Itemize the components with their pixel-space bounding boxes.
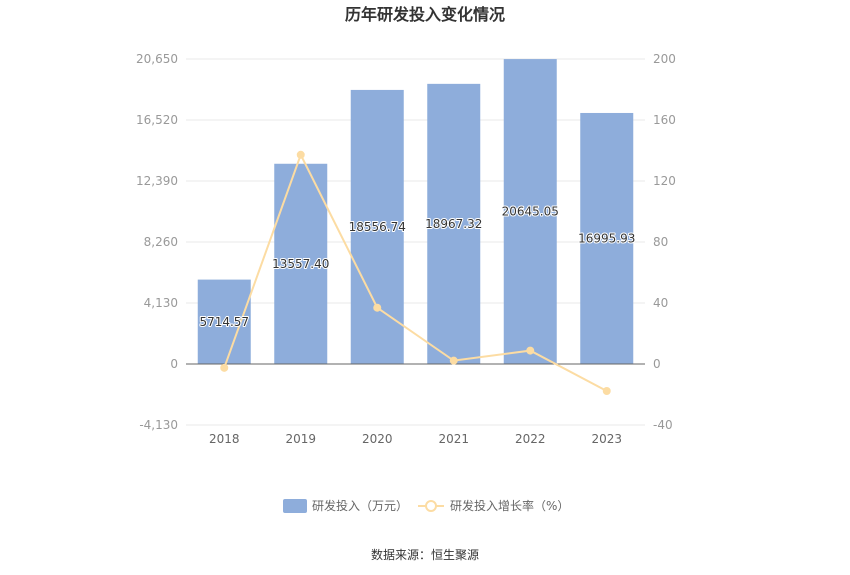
x-axis-ticks: 2018 2019 2020 2021 2022 2023 bbox=[209, 432, 622, 446]
right-tick-label: -40 bbox=[653, 418, 673, 432]
x-tick-label: 2018 bbox=[209, 432, 240, 446]
bar[interactable] bbox=[427, 83, 481, 364]
right-tick-label: 160 bbox=[653, 113, 676, 127]
grid-lines bbox=[186, 58, 645, 426]
bar-value-label: 18556.74 bbox=[349, 220, 406, 234]
line-series bbox=[220, 150, 611, 395]
bar[interactable] bbox=[197, 279, 251, 364]
bar-value-label: 5714.57 bbox=[199, 315, 249, 329]
left-tick-label: 4,130 bbox=[144, 296, 178, 310]
legend-bar-label: 研发投入（万元） bbox=[312, 498, 408, 513]
growth-point[interactable] bbox=[220, 363, 229, 372]
bar-value-label: 16995.93 bbox=[578, 231, 635, 245]
bar[interactable] bbox=[350, 89, 404, 365]
right-tick-label: 40 bbox=[653, 296, 668, 310]
growth-point[interactable] bbox=[373, 303, 382, 312]
x-tick-label: 2022 bbox=[515, 432, 546, 446]
bar-data-labels: 5714.57 13557.40 18556.74 18967.32 20645.05 1… bbox=[198, 204, 636, 330]
legend-line-marker bbox=[425, 500, 437, 512]
left-axis-ticks: -4,130 0 4,130 8,260 12,390 16,520 20,650 bbox=[136, 52, 178, 432]
left-tick-label: 8,260 bbox=[144, 235, 178, 249]
bar-series bbox=[197, 59, 634, 365]
right-tick-label: 80 bbox=[653, 235, 668, 249]
legend[interactable]: 研发投入（万元） 研发投入增长率（%） bbox=[283, 498, 569, 513]
x-tick-label: 2020 bbox=[362, 432, 393, 446]
right-axis-ticks: -40 0 40 80 120 160 200 bbox=[653, 52, 676, 432]
bar-value-label: 18967.32 bbox=[425, 217, 482, 231]
left-tick-label: 0 bbox=[170, 357, 178, 371]
growth-point[interactable] bbox=[449, 356, 458, 365]
left-tick-label: 16,520 bbox=[136, 113, 178, 127]
x-tick-label: 2021 bbox=[438, 432, 469, 446]
growth-point[interactable] bbox=[296, 150, 305, 159]
left-tick-label: 20,650 bbox=[136, 52, 178, 66]
bar-value-label: 20645.05 bbox=[502, 205, 559, 219]
source-note: 数据来源：恒生聚源 bbox=[371, 547, 479, 562]
growth-point[interactable] bbox=[602, 386, 611, 395]
bar[interactable] bbox=[274, 163, 328, 364]
legend-line-label: 研发投入增长率（%） bbox=[450, 498, 569, 513]
left-tick-label: -4,130 bbox=[139, 418, 178, 432]
growth-line bbox=[223, 152, 608, 392]
chart-title: 历年研发投入变化情况 bbox=[345, 5, 505, 24]
bar[interactable] bbox=[503, 59, 557, 364]
left-tick-label: 12,390 bbox=[136, 174, 178, 188]
legend-bar-swatch bbox=[283, 499, 307, 513]
x-tick-label: 2023 bbox=[591, 432, 622, 446]
right-tick-label: 0 bbox=[653, 357, 661, 371]
bar[interactable] bbox=[580, 112, 634, 365]
bar-value-label: 13557.40 bbox=[272, 257, 329, 271]
right-tick-label: 200 bbox=[653, 52, 676, 66]
right-tick-label: 120 bbox=[653, 174, 676, 188]
growth-point[interactable] bbox=[526, 346, 535, 355]
x-tick-label: 2019 bbox=[285, 432, 316, 446]
